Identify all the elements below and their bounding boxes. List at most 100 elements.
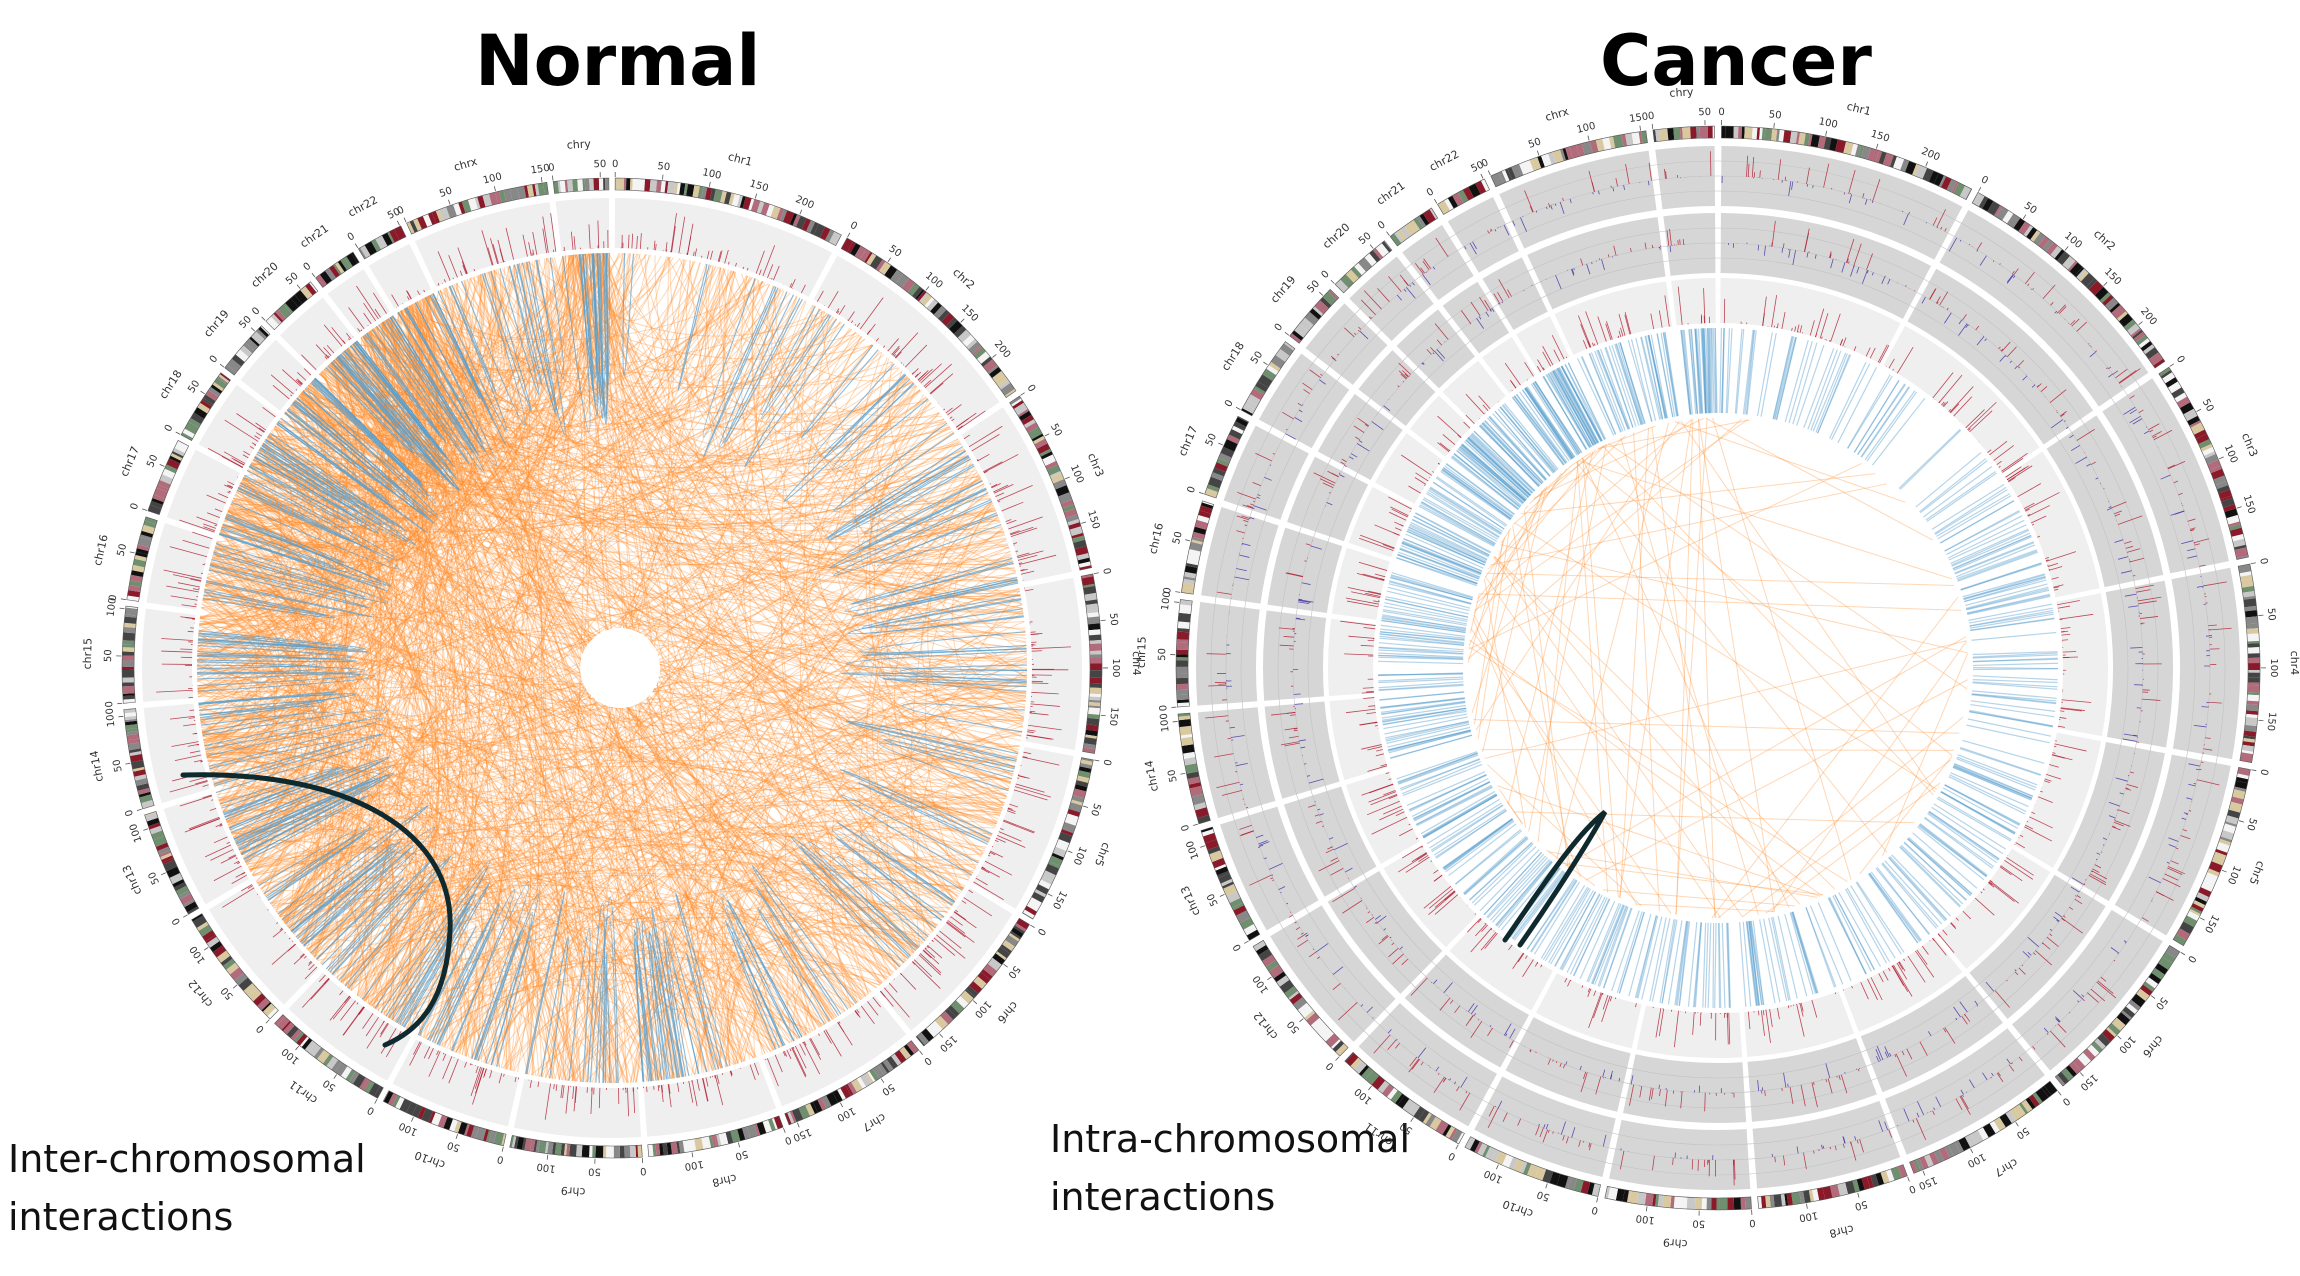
ideogram-outline: [147, 440, 190, 516]
normal-signal-bar: [224, 484, 233, 490]
tick-label: 50: [734, 1148, 749, 1162]
ideogram-band: [813, 223, 826, 238]
normal-signal-bar: [503, 1073, 505, 1077]
ideogram-band: [955, 995, 969, 1009]
normal-signal-bar: [233, 459, 245, 466]
normal-signal-bar: [357, 1006, 364, 1015]
ideogram-band: [304, 1040, 316, 1053]
cancer-mid-signal-bar: [1304, 560, 1307, 562]
normal-signal-bar: [1031, 646, 1072, 650]
ideogram-outline: [406, 182, 549, 235]
ideogram-band: [268, 316, 280, 328]
normal-ideogram-chr12: [191, 913, 279, 1020]
normal-signal-bar: [810, 1037, 820, 1056]
normal-signal-bar: [344, 995, 351, 1004]
ideogram-band: [270, 313, 282, 326]
normal-inter-link: [260, 447, 793, 1043]
normal-inter-link: [594, 683, 1027, 1083]
ideogram-band: [826, 1092, 838, 1107]
normal-inter-link: [211, 253, 599, 570]
normal-inter-link: [320, 874, 917, 965]
normal-inter-link: [360, 337, 484, 1063]
normal-inter-link: [233, 497, 455, 1052]
normal-signal-bar: [202, 563, 205, 566]
ideogram-band: [977, 971, 991, 984]
ideogram-band: [1040, 876, 1053, 885]
normal-signal-bar: [767, 264, 774, 278]
normal-signal-bar: [936, 934, 966, 959]
normal-signal-bar: [919, 953, 942, 974]
normal-inter-link: [260, 267, 722, 890]
ideogram-band: [257, 997, 271, 1011]
ideogram-band: [1000, 382, 1015, 396]
cancer-signal-bar: [2053, 745, 2057, 748]
ideogram-band: [387, 231, 395, 244]
normal-inter-link: [207, 297, 427, 765]
normal-inter-link: [216, 542, 611, 1084]
cancer-outer-signal-bar: [1271, 874, 1274, 876]
normal-signal-bar: [981, 866, 986, 870]
normal-signal-bar: [529, 1080, 532, 1089]
normal-inter-link: [667, 256, 783, 1047]
ideogram-band: [245, 338, 259, 351]
ideogram-band: [756, 1121, 767, 1136]
ideogram-band: [983, 963, 998, 977]
tick-label: 0: [640, 1165, 647, 1176]
normal-signal-bar: [528, 242, 532, 256]
ideogram-band: [720, 190, 727, 204]
tick-label: 50: [186, 378, 202, 395]
tick-mark: [799, 209, 803, 215]
normal-chromosome-label: chr19: [201, 307, 232, 339]
normal-signal-bar: [1026, 734, 1052, 740]
normal-inter-link: [704, 265, 1027, 649]
normal-inter-link: [813, 793, 1004, 1000]
ideogram-band: [920, 293, 933, 307]
ideogram-band: [725, 1131, 734, 1144]
ideogram-band: [930, 302, 942, 315]
normal-signal-bar: [542, 228, 548, 254]
normal-track-segment: [166, 449, 241, 534]
ideogram-band: [1042, 870, 1056, 882]
cancer-mid-signal-bar: [1757, 244, 1760, 251]
tick-label: 0: [496, 1153, 505, 1165]
normal-inter-link: [761, 857, 918, 1027]
ideogram-band: [572, 179, 579, 192]
ideogram-band: [760, 202, 770, 216]
normal-signal-bar: [242, 454, 249, 459]
ideogram-band: [261, 1001, 272, 1012]
normal-inter-link: [277, 254, 577, 423]
tick-mark: [296, 284, 301, 289]
normal-signal-bar: [188, 816, 220, 830]
ideogram-band: [1013, 402, 1028, 416]
ideogram-band: [131, 759, 145, 770]
normal-signal-bar: [358, 1007, 365, 1015]
normal-inter-link: [220, 529, 1027, 695]
normal-signal-bar: [537, 1081, 540, 1087]
tick-label: 50: [147, 870, 162, 886]
tick-mark: [1020, 392, 1025, 396]
normal-inter-link: [287, 303, 419, 928]
normal-inter-link: [200, 717, 380, 872]
normal-inter-link: [314, 378, 1014, 566]
ideogram-band: [159, 474, 173, 485]
ideogram-band: [847, 1081, 858, 1095]
normal-signal-bar: [955, 418, 969, 428]
tick-mark: [120, 598, 126, 600]
normal-signal-bar: [993, 484, 1014, 494]
ideogram-band: [1089, 650, 1102, 655]
ideogram-band: [389, 229, 400, 243]
normal-inter-link: [345, 348, 1001, 544]
ideogram-band: [682, 1139, 692, 1153]
normal-signal-bar: [696, 1079, 700, 1091]
normal-signal-bar: [661, 1084, 664, 1093]
normal-signal-bar: [949, 416, 953, 419]
ideogram-band: [940, 1011, 954, 1025]
normal-signal-bar: [227, 491, 231, 494]
cancer-inner-track-segment: [1671, 278, 1716, 326]
normal-signal-bar: [667, 1084, 672, 1108]
normal-inter-link: [925, 706, 1026, 777]
ideogram-band: [359, 1077, 369, 1090]
normal-signal-bar: [945, 407, 953, 414]
ideogram-band: [771, 1117, 778, 1130]
ideogram-band: [1055, 485, 1070, 497]
